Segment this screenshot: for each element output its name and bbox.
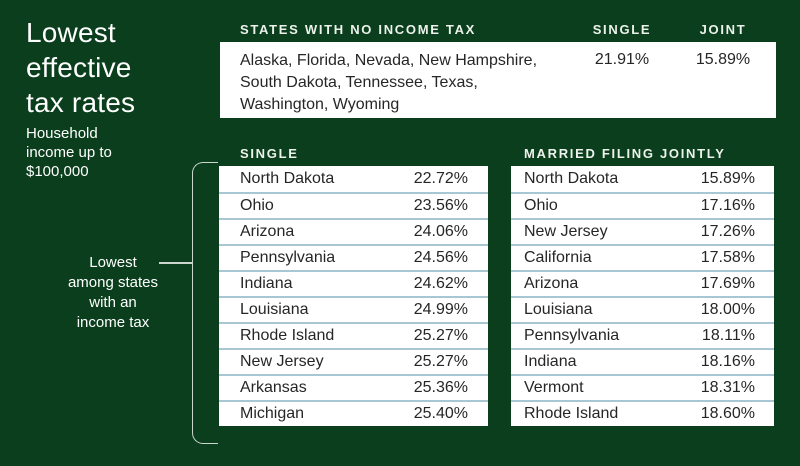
no-tax-states-line: Alaska, Florida, Nevada, New Hampshire, <box>240 52 538 69</box>
state-name: Rhode Island <box>524 405 619 422</box>
tax-rate: 23.56% <box>413 197 468 214</box>
tax-rate: 18.00% <box>700 301 755 318</box>
table-row: Ohio 23.56% <box>219 192 488 218</box>
tax-rate: 24.62% <box>413 275 468 292</box>
annotation-label: Lowest among states with an income tax <box>30 253 196 333</box>
state-name: New Jersey <box>524 223 608 240</box>
page-title-line: effective <box>26 52 132 83</box>
annotation-line: among states <box>67 274 159 291</box>
tax-rate: 25.27% <box>413 353 468 370</box>
tax-rate: 22.72% <box>413 170 468 187</box>
state-name: Indiana <box>524 353 577 370</box>
income-subtitle: Household income up to $100,000 <box>26 124 112 181</box>
state-name: Arizona <box>240 223 295 240</box>
married-table: MARRIED FILING JOINTLY North Dakota 15.89… <box>511 146 774 426</box>
no-tax-col-single: SINGLE <box>592 22 652 37</box>
state-name: Rhode Island <box>240 327 335 344</box>
tax-rate: 17.69% <box>700 275 755 292</box>
table-row: Louisiana 24.99% <box>219 296 488 322</box>
state-name: New Jersey <box>240 353 324 370</box>
state-name: Arkansas <box>240 379 307 396</box>
grouping-bracket <box>192 162 218 444</box>
table-row: Pennsylvania 24.56% <box>219 244 488 270</box>
no-tax-single-value: 21.91% <box>594 51 650 68</box>
income-subtitle-line: income up to <box>26 144 112 161</box>
tax-rate: 17.16% <box>700 197 755 214</box>
table-row: North Dakota 15.89% <box>511 166 774 192</box>
no-tax-states-line: Washington, Wyoming <box>240 96 400 113</box>
no-tax-table-body: Alaska, Florida, Nevada, New Hampshire, … <box>220 42 776 118</box>
table-row: Indiana 18.16% <box>511 348 774 374</box>
table-row: Arizona 24.06% <box>219 218 488 244</box>
tax-rate: 17.58% <box>700 249 755 266</box>
tax-rate: 24.06% <box>413 223 468 240</box>
no-tax-col-joint: JOINT <box>699 22 747 37</box>
no-tax-states-line: South Dakota, Tennessee, Texas, <box>240 74 478 91</box>
table-row: Rhode Island 25.27% <box>219 322 488 348</box>
table-row: New Jersey 17.26% <box>511 218 774 244</box>
no-tax-table-header: STATES WITH NO INCOME TAX <box>240 22 477 37</box>
tax-rate: 18.31% <box>700 379 755 396</box>
income-subtitle-line: $100,000 <box>26 163 89 180</box>
table-row: Indiana 24.62% <box>219 270 488 296</box>
single-table-header: SINGLE <box>240 146 299 161</box>
annotation-line: with an <box>89 294 137 311</box>
state-name: Ohio <box>240 197 274 214</box>
table-row: Ohio 17.16% <box>511 192 774 218</box>
state-name: Louisiana <box>240 301 309 318</box>
state-name: Louisiana <box>524 301 593 318</box>
state-name: Pennsylvania <box>240 249 336 266</box>
table-row: Michigan 25.40% <box>219 400 488 426</box>
state-name: Michigan <box>240 405 305 422</box>
single-table: SINGLE North Dakota 22.72% Ohio 23.56% Ari… <box>219 146 488 426</box>
table-row: Arkansas 25.36% <box>219 374 488 400</box>
table-row: Louisiana 18.00% <box>511 296 774 322</box>
income-subtitle-line: Household <box>26 125 98 142</box>
state-name: North Dakota <box>240 170 335 187</box>
state-name: California <box>524 249 592 266</box>
married-table-rows: North Dakota 15.89% Ohio 17.16% New Jersey… <box>511 166 774 426</box>
tax-rate: 25.36% <box>413 379 468 396</box>
tax-rate: 17.26% <box>700 223 755 240</box>
page-title-line: Lowest <box>26 17 116 48</box>
page-title-line: tax rates <box>26 87 136 118</box>
state-name: Arizona <box>524 275 579 292</box>
state-name: Ohio <box>524 197 558 214</box>
tax-rate: 18.60% <box>700 405 755 422</box>
table-row: North Dakota 22.72% <box>219 166 488 192</box>
table-row: Pennsylvania 18.11% <box>511 322 774 348</box>
tax-rate: 15.89% <box>700 170 755 187</box>
tax-rate: 24.56% <box>413 249 468 266</box>
single-table-rows: North Dakota 22.72% Ohio 23.56% Arizona 24.… <box>219 166 488 426</box>
annotation-connector-line <box>159 262 192 264</box>
tax-rate: 18.16% <box>700 353 755 370</box>
table-row: Rhode Island 18.60% <box>511 400 774 426</box>
state-name: North Dakota <box>524 170 619 187</box>
tax-rate: 18.11% <box>701 327 755 344</box>
tax-rate: 25.27% <box>413 327 468 344</box>
table-row: California 17.58% <box>511 244 774 270</box>
table-row: Arizona 17.69% <box>511 270 774 296</box>
tax-rate: 24.99% <box>413 301 468 318</box>
married-table-header: MARRIED FILING JOINTLY <box>524 146 726 161</box>
no-tax-joint-value: 15.89% <box>695 51 751 68</box>
state-name: Indiana <box>240 275 293 292</box>
tax-rate: 25.40% <box>413 405 468 422</box>
page-title: Lowest effective tax rates <box>26 15 135 120</box>
state-name: Vermont <box>524 379 584 396</box>
annotation-line: Lowest <box>89 254 137 271</box>
annotation-line: income tax <box>76 314 150 331</box>
state-name: Pennsylvania <box>524 327 620 344</box>
table-row: New Jersey 25.27% <box>219 348 488 374</box>
no-tax-states-list: Alaska, Florida, Nevada, New Hampshire, … <box>240 50 590 116</box>
table-row: Vermont 18.31% <box>511 374 774 400</box>
